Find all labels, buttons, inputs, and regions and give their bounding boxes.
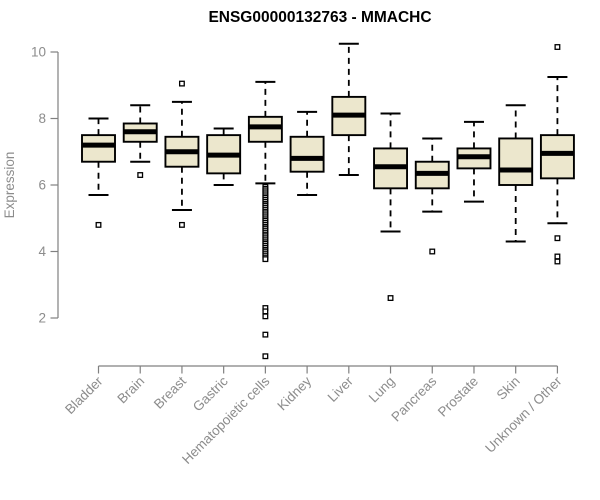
x-category-label: Lung	[366, 374, 398, 406]
x-category-label: Liver	[325, 373, 357, 405]
x-category-label: Breast	[151, 373, 189, 411]
x-category-label: Pancreas	[388, 373, 439, 424]
outlier-point	[137, 172, 144, 178]
outlier-point	[262, 353, 269, 360]
outlier-point	[554, 253, 561, 260]
box-unknown-other	[539, 44, 575, 265]
box-gastric	[206, 127, 242, 186]
box-bladder	[81, 117, 116, 228]
x-category-label: Skin	[494, 374, 523, 403]
outlier-point	[178, 221, 185, 228]
outlier-point	[554, 235, 561, 242]
outlier-point	[262, 313, 269, 320]
iqr-box	[498, 137, 534, 186]
box-breast	[164, 80, 200, 228]
y-tick-label: 10	[31, 45, 46, 60]
x-category-label: Bladder	[62, 373, 106, 417]
outlier-point	[178, 80, 185, 87]
x-category-label: Unknown / Other	[482, 373, 565, 456]
outlier-point	[554, 44, 561, 50]
y-tick-label: 8	[38, 111, 46, 126]
iqr-box	[539, 134, 575, 180]
outlier-point	[95, 221, 102, 228]
outlier-point	[387, 295, 394, 301]
outlier-point	[262, 256, 269, 263]
box-kidney	[289, 110, 325, 196]
box-prostate	[456, 120, 492, 203]
iqr-box	[81, 134, 116, 163]
outlier-point	[262, 331, 269, 338]
outlier-point	[554, 258, 561, 265]
box-pancreas	[414, 137, 450, 255]
x-category-label: Prostate	[435, 374, 481, 420]
chart-title: ENSG00000132763 - MMACHC	[208, 9, 431, 26]
outlier-point	[429, 248, 436, 255]
box-skin	[498, 104, 534, 243]
x-category-label: Brain	[114, 374, 147, 407]
box-lung	[373, 112, 408, 301]
y-tick-label: 6	[38, 178, 46, 193]
x-category-label: Gastric	[190, 373, 231, 414]
y-tick-label: 2	[38, 311, 46, 326]
plot-area: 2 4 6 8 10 Bladder Brain Breast GastricHematopoi…	[31, 42, 575, 467]
box-hematopoietic-cells	[247, 80, 283, 360]
outlier-point	[262, 308, 269, 315]
box-liver	[331, 42, 367, 177]
y-axis-label: Expression	[2, 152, 17, 219]
y-tick-label: 4	[38, 244, 46, 259]
iqr-box	[289, 135, 325, 173]
x-category-label: Kidney	[274, 373, 314, 413]
box-brain	[122, 104, 158, 178]
y-axis: 2 4 6 8 10	[31, 45, 59, 326]
